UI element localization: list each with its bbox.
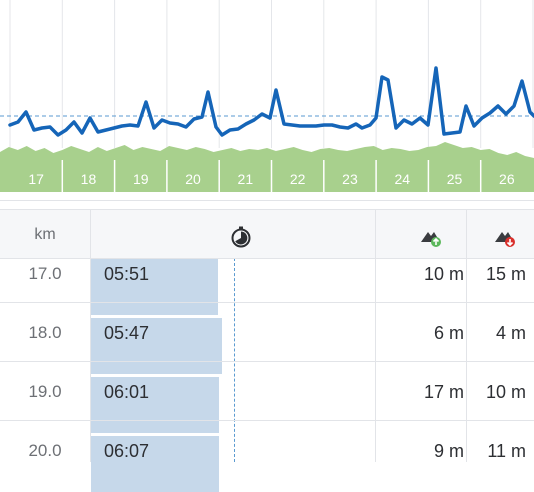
pace-line <box>8 66 534 137</box>
pace-value: 05:51 <box>104 264 150 284</box>
km-label: 22 <box>290 171 306 187</box>
km-column-divider <box>90 210 91 462</box>
chart-divider <box>0 200 534 201</box>
mountain-descent-icon[interactable] <box>494 226 518 248</box>
km-value: 17.0 <box>28 264 62 283</box>
descent-value: 4 m <box>495 323 526 343</box>
km-value: 20.0 <box>28 441 62 460</box>
km-label: 26 <box>499 171 515 187</box>
elevation-profile <box>0 142 534 192</box>
descent-value: 10 m <box>485 382 526 402</box>
pace-column-divider <box>375 210 376 462</box>
descent-value: 15 m <box>485 264 526 284</box>
km-label: 20 <box>185 171 201 187</box>
pace-bar <box>91 318 222 374</box>
km-label: 21 <box>238 171 254 187</box>
km-column-header[interactable]: km <box>34 226 56 243</box>
pace-value: 06:07 <box>104 441 150 461</box>
ascent-value: 9 m <box>433 441 464 461</box>
km-value: 19.0 <box>28 382 62 401</box>
stopwatch-icon[interactable] <box>230 226 254 248</box>
row-divider <box>0 420 534 421</box>
row-divider <box>0 302 534 303</box>
km-label: 19 <box>133 171 149 187</box>
km-label: 18 <box>81 171 97 187</box>
ascent-value: 17 m <box>423 382 464 402</box>
row-divider <box>0 361 534 362</box>
pace-bar <box>91 259 218 315</box>
row-divider <box>0 258 534 259</box>
km-label: 25 <box>447 171 463 187</box>
km-labels: 17 18 19 20 21 22 23 24 25 26 <box>28 171 514 187</box>
chart-bottom-border <box>0 209 534 210</box>
mountain-ascent-icon[interactable] <box>420 226 444 248</box>
km-value: 18.0 <box>28 323 62 342</box>
ascent-column-divider <box>466 210 467 462</box>
km-label: 24 <box>394 171 410 187</box>
ascent-value: 6 m <box>433 323 464 343</box>
ascent-value: 10 m <box>423 264 464 284</box>
descent-value: 11 m <box>487 441 526 461</box>
km-label: 17 <box>28 171 44 187</box>
chart-gridlines <box>9 0 534 148</box>
km-label: 23 <box>342 171 358 187</box>
pace-elevation-chart: 17 18 19 20 21 22 23 24 25 26 <box>0 0 534 192</box>
table-header <box>0 210 534 258</box>
average-pace-marker <box>234 258 235 462</box>
pace-value: 06:01 <box>104 382 150 402</box>
pace-value: 05:47 <box>104 323 150 343</box>
km-separators <box>61 160 482 192</box>
pace-bar <box>91 377 219 433</box>
